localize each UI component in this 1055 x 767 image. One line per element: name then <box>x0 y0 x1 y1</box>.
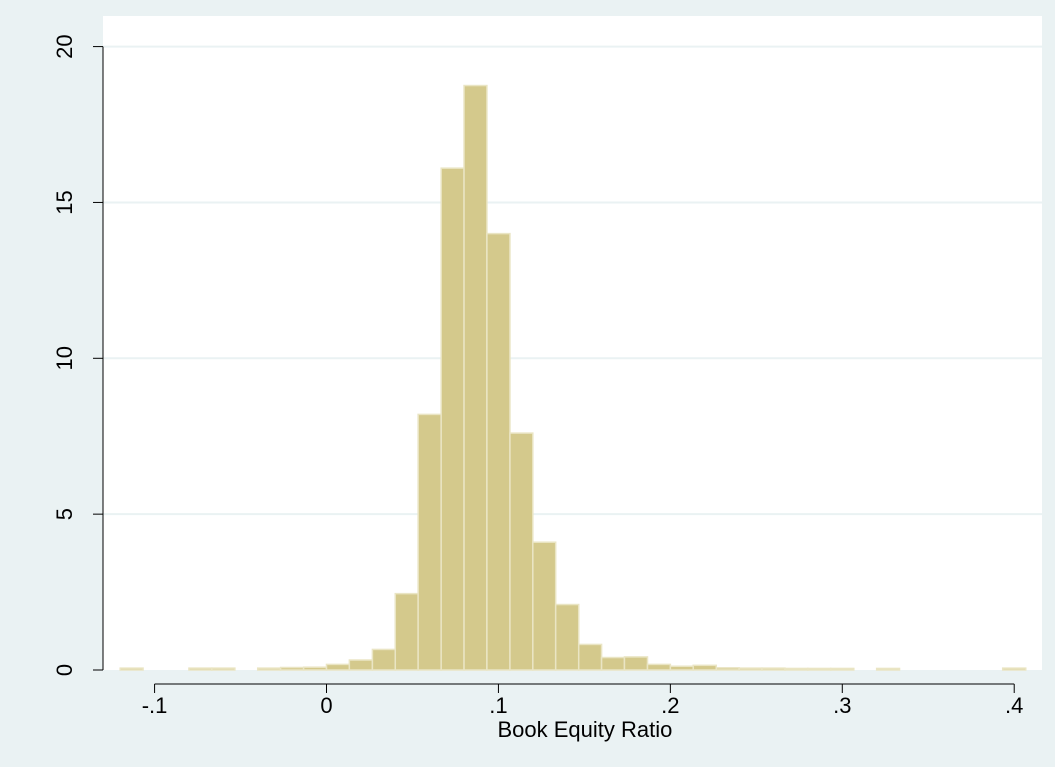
histogram-bar <box>784 667 809 671</box>
histogram-bar <box>830 667 855 671</box>
histogram-bar <box>348 659 374 671</box>
histogram-bar <box>875 667 901 671</box>
y-tick-label: 5 <box>52 508 77 520</box>
histogram-bar <box>554 603 580 671</box>
histogram-bar <box>440 167 465 671</box>
histogram-bar <box>325 663 351 671</box>
axes: 0 5 10 15 20 -.1 0 .1 .2 .3 .4 <box>52 34 1023 718</box>
histogram-bar <box>394 592 419 671</box>
x-tick-label: .4 <box>1005 693 1023 718</box>
gridlines <box>103 45 1042 516</box>
bars <box>119 84 1027 671</box>
y-tick-label: 15 <box>52 190 77 214</box>
histogram-bar <box>119 667 144 671</box>
histogram-bar <box>600 656 626 671</box>
histogram-bar <box>256 667 282 671</box>
x-tick-label: .2 <box>661 693 679 718</box>
histogram-bar <box>302 666 328 671</box>
x-tick-label: -.1 <box>142 693 168 718</box>
y-tick-label: 0 <box>52 664 77 676</box>
histogram-bar <box>692 664 718 671</box>
histogram-bar <box>577 643 603 671</box>
plot-area <box>103 16 1042 670</box>
x-tick-label: .3 <box>833 693 851 718</box>
histogram-bar <box>1001 667 1027 671</box>
histogram-bar <box>715 667 740 671</box>
histogram-bar <box>646 663 672 671</box>
histogram-bar <box>807 667 832 671</box>
histogram-bar <box>486 232 511 671</box>
histogram-bar <box>463 84 488 671</box>
x-tick-label: 0 <box>320 693 332 718</box>
histogram-bar <box>761 667 786 671</box>
y-tick-label: 10 <box>52 346 77 370</box>
histogram-bar <box>279 666 305 671</box>
histogram-bar <box>211 667 236 671</box>
y-tick-label: 20 <box>52 34 77 58</box>
histogram-bar <box>371 648 397 671</box>
x-axis-title: Book Equity Ratio <box>497 717 672 742</box>
histogram-bar <box>509 432 534 671</box>
histogram-bar <box>188 667 213 671</box>
histogram-bar <box>738 667 763 671</box>
histogram-bar <box>669 665 694 671</box>
histogram-bar <box>623 656 649 671</box>
histogram-bar <box>417 413 442 671</box>
histogram-bar <box>532 541 557 671</box>
x-tick-label: .1 <box>489 693 507 718</box>
